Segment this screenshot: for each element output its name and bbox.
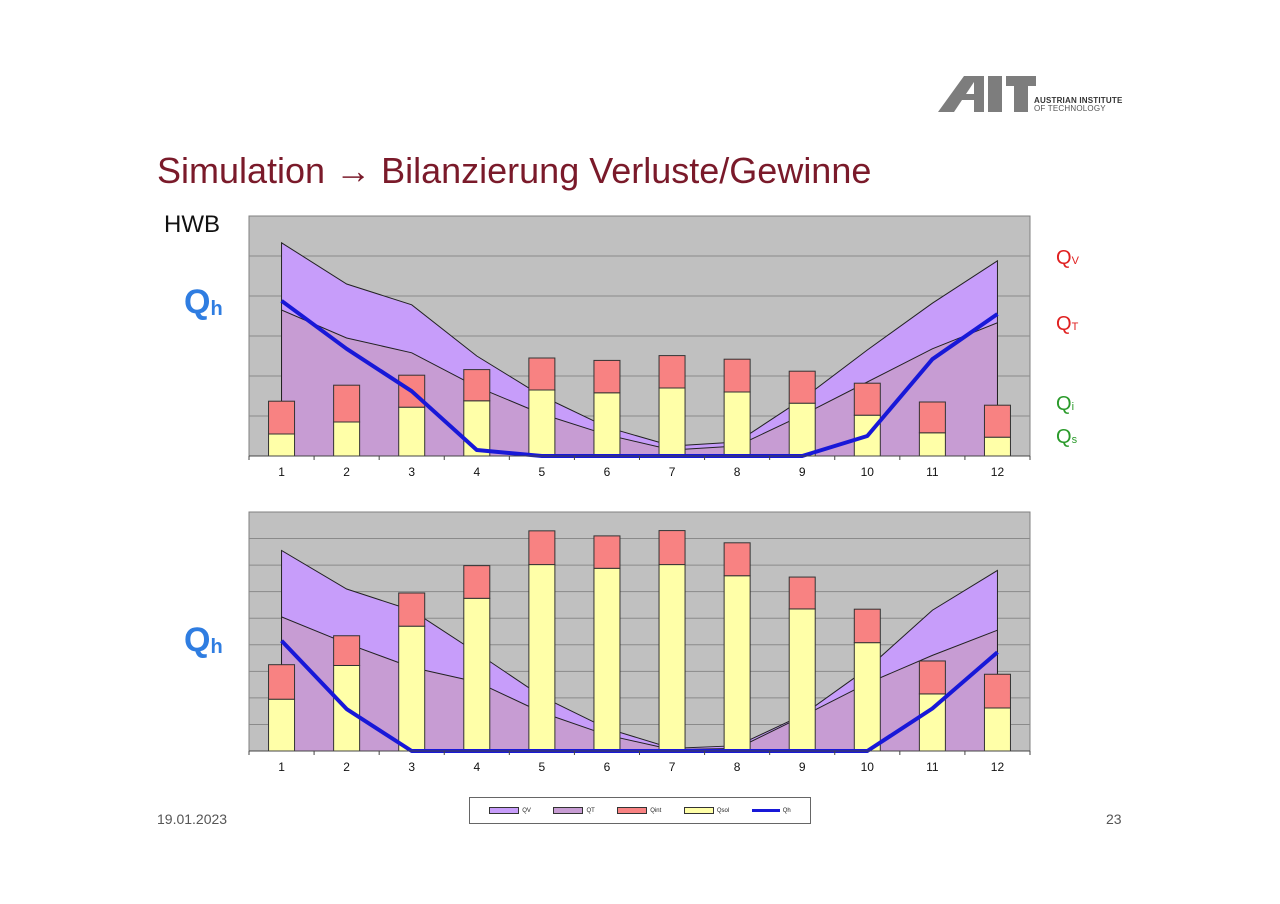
bar-qsol — [723, 391, 751, 457]
hwb-label: HWB — [164, 211, 220, 238]
bar-qint — [593, 359, 621, 394]
x-tick-label: 3 — [408, 465, 415, 479]
legend-item-qint: Qint — [617, 807, 661, 814]
bar-qint — [853, 382, 881, 416]
x-tick-label: 6 — [604, 465, 611, 479]
x-tick-label: 11 — [926, 760, 939, 774]
legend-item-qh: Qh — [751, 808, 791, 814]
bar-qsol — [463, 597, 491, 752]
x-tick-label: 4 — [473, 760, 480, 774]
x-tick-label: 10 — [861, 760, 875, 774]
chart-top: 1 2 3 4 5 6 7 8 9 10 11 12 — [248, 215, 1031, 479]
bar-qint — [398, 592, 426, 627]
page-number: 23 — [1106, 811, 1122, 827]
x-tick-label: 1 — [278, 465, 285, 479]
logo-text: AUSTRIAN INSTITUTE OF TECHNOLOGY — [1034, 96, 1123, 113]
x-tick-label: 10 — [861, 465, 875, 479]
x-tick-label: 8 — [734, 760, 741, 774]
bar-qsol — [268, 698, 296, 752]
bar-qint — [983, 404, 1011, 438]
bar-qsol — [398, 625, 426, 752]
bar-qsol — [593, 567, 621, 752]
bar-qsol — [723, 575, 751, 752]
bar-qsol — [398, 406, 426, 457]
bar-qint — [788, 576, 816, 610]
x-tick-label: 12 — [991, 465, 1005, 479]
bar-qint — [463, 369, 491, 402]
bar-qint — [723, 358, 751, 393]
bar-qint — [463, 565, 491, 599]
x-tick-label: 11 — [926, 465, 939, 479]
x-tick-label: 6 — [604, 760, 611, 774]
bar-qint — [528, 530, 556, 566]
qh-label-top: Qh — [184, 283, 223, 321]
chart-bottom: 1 2 3 4 5 6 7 8 9 10 11 12 — [248, 511, 1031, 774]
bar-qint — [723, 542, 751, 577]
bar-qint — [333, 635, 361, 666]
bar-qint — [528, 357, 556, 391]
footer-date: 19.01.2023 — [157, 811, 228, 827]
bar-qint — [268, 400, 296, 435]
bar-qsol — [918, 432, 946, 457]
qv-label: QV — [1056, 247, 1079, 269]
bar-qsol — [788, 402, 816, 457]
x-tick-label: 3 — [408, 760, 415, 774]
legend-item-qt: QT — [553, 807, 595, 814]
qt-label: QT — [1056, 313, 1079, 335]
x-tick-label: 1 — [278, 760, 285, 774]
bar-qsol — [593, 392, 621, 457]
qs-label: Qs — [1056, 426, 1078, 448]
bar-qsol — [658, 564, 686, 752]
bar-qint — [268, 664, 296, 700]
bar-qint — [853, 608, 881, 644]
qi-label: Qi — [1056, 393, 1075, 415]
x-tick-label: 4 — [473, 465, 480, 479]
slide-title: Simulation → Bilanzierung Verluste/Gewin… — [157, 150, 872, 191]
x-tick-label: 5 — [539, 760, 546, 774]
bar-qsol — [658, 387, 686, 457]
bar-qsol — [853, 642, 881, 752]
bar-qint — [918, 401, 946, 434]
x-tick-label: 7 — [669, 465, 676, 479]
bar-qint — [658, 355, 686, 389]
x-tick-label: 12 — [991, 760, 1005, 774]
bar-qint — [658, 530, 686, 566]
legend-item-qsol: Qsol — [683, 807, 729, 814]
bar-qsol — [333, 421, 361, 457]
x-tick-label: 8 — [734, 465, 741, 479]
bar-qsol — [983, 436, 1011, 457]
x-tick-label: 2 — [343, 760, 350, 774]
bar-qsol — [268, 433, 296, 457]
bar-qint — [983, 673, 1011, 709]
bar-qsol — [463, 400, 491, 457]
x-tick-label: 9 — [799, 760, 806, 774]
bar-qint — [593, 535, 621, 569]
legend-item-qv: QV — [489, 807, 531, 814]
bar-qint — [918, 660, 946, 695]
chart-legend: QV QT Qint Qsol Qh — [469, 797, 811, 824]
bar-qsol — [983, 707, 1011, 752]
x-tick-label: 7 — [669, 760, 676, 774]
bar-qint — [333, 384, 361, 423]
x-tick-label: 5 — [539, 465, 546, 479]
bar-qsol — [788, 608, 816, 752]
bar-qsol — [528, 389, 556, 457]
ait-logo — [938, 76, 1036, 112]
bar-qint — [788, 370, 816, 404]
x-tick-label: 2 — [343, 465, 350, 479]
bar-qsol — [528, 564, 556, 752]
qh-label-bottom: Qh — [184, 621, 223, 659]
x-tick-label: 9 — [799, 465, 806, 479]
